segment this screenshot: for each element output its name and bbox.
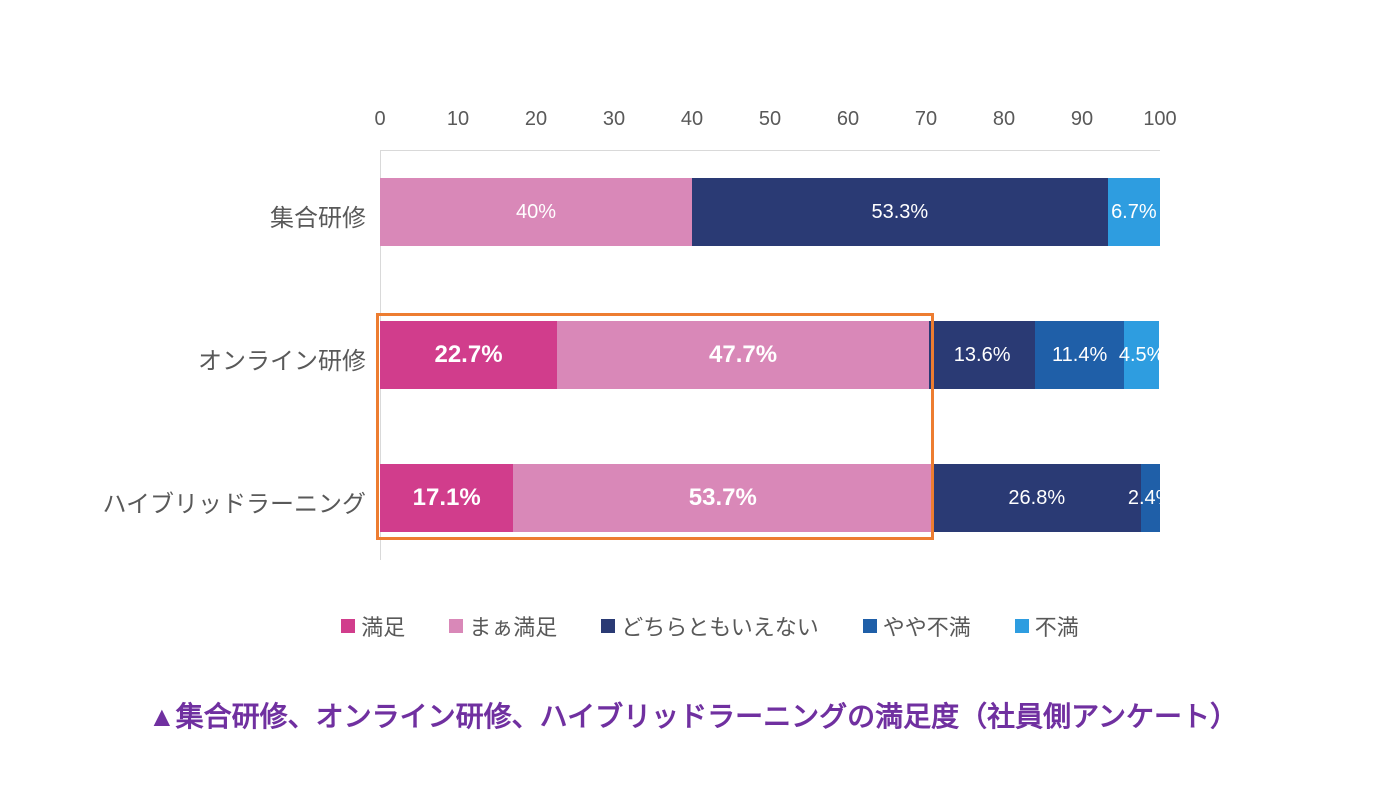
legend-swatch [601, 619, 615, 633]
bar-segment: 40% [380, 178, 692, 246]
bar-segment: 6.7% [1108, 178, 1160, 246]
legend-label: やや不満 [883, 610, 971, 642]
legend-swatch [341, 619, 355, 633]
x-tick-label: 30 [603, 108, 625, 131]
bar-segment: 17.1% [380, 464, 513, 532]
legend-item: どちらともいえない [601, 610, 819, 642]
plot-area: 40%53.3%6.7% 22.7%47.7%13.6%11.4%4.5% 17.1… [380, 150, 1160, 560]
legend-label: まぁ満足 [469, 610, 557, 642]
legend-item: まぁ満足 [449, 610, 557, 642]
bar-segment: 22.7% [380, 321, 557, 389]
bar-row: 17.1%53.7%26.8%2.4% [380, 464, 1160, 532]
bar-segment: 4.5% [1124, 321, 1159, 389]
x-tick-label: 50 [759, 108, 781, 131]
legend-item: 満足 [341, 610, 405, 642]
bar-segment: 11.4% [1035, 321, 1124, 389]
legend-swatch [863, 619, 877, 633]
legend-label: どちらともいえない [621, 610, 819, 642]
x-tick-label: 70 [915, 108, 937, 131]
bar-segment: 2.4% [1141, 464, 1160, 532]
x-tick-label: 20 [525, 108, 547, 131]
x-axis: 0102030405060708090100 [380, 108, 1160, 138]
bar-row: 40%53.3%6.7% [380, 178, 1160, 246]
bar-segment: 26.8% [932, 464, 1141, 532]
bar-segment: 53.7% [513, 464, 932, 532]
legend: 満足 まぁ満足 どちらともいえない やや不満 不満 [200, 610, 1220, 642]
legend-item: 不満 [1015, 610, 1079, 642]
x-tick-label: 80 [993, 108, 1015, 131]
chart-container: 0 10 20 30 40 50 60 70 80 90 100 40%53.3%6.7% 22.7%… [0, 0, 1386, 807]
bar-segment: 53.3% [692, 178, 1108, 246]
category-label: ハイブリッドラーニング [46, 484, 366, 519]
x-tick-label: 60 [837, 108, 859, 131]
chart-caption: ▲集合研修、オンライン研修、ハイブリッドラーニングの満足度（社員側アンケート） [0, 695, 1386, 735]
legend-item: やや不満 [863, 610, 971, 642]
legend-label: 不満 [1035, 610, 1079, 642]
category-label: 集合研修 [46, 198, 366, 233]
x-tick-label: 0 [374, 108, 385, 131]
bar-row: 22.7%47.7%13.6%11.4%4.5% [380, 321, 1160, 389]
legend-swatch [449, 619, 463, 633]
x-tick-label: 40 [681, 108, 703, 131]
category-label: オンライン研修 [46, 341, 366, 376]
x-tick-label: 10 [447, 108, 469, 131]
legend-swatch [1015, 619, 1029, 633]
x-tick-label: 90 [1071, 108, 1093, 131]
bar-segment: 47.7% [557, 321, 929, 389]
x-tick-label: 100 [1143, 108, 1176, 131]
legend-label: 満足 [361, 610, 405, 642]
bar-segment: 13.6% [929, 321, 1035, 389]
